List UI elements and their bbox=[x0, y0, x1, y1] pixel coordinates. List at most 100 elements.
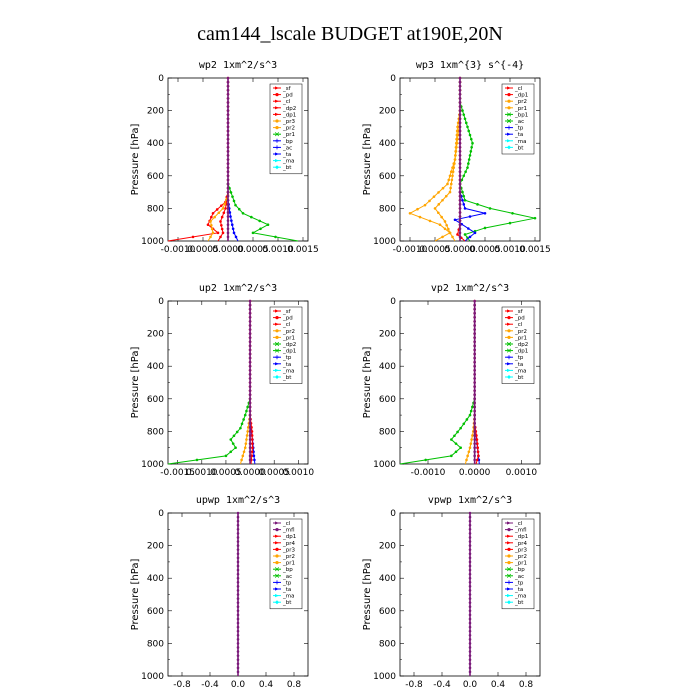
data-point bbox=[236, 593, 240, 596]
legend-entry: _pr1 bbox=[282, 132, 295, 138]
data-point bbox=[473, 328, 476, 331]
data-point bbox=[236, 564, 240, 568]
data-point bbox=[433, 207, 437, 210]
data-point bbox=[226, 105, 230, 108]
data-point bbox=[473, 303, 476, 307]
data-point bbox=[468, 536, 472, 539]
legend-marker bbox=[275, 362, 279, 366]
data-point bbox=[471, 434, 474, 437]
data-point bbox=[236, 572, 240, 576]
legend-box bbox=[269, 83, 303, 175]
legend-entry: _cl bbox=[514, 521, 523, 527]
data-point bbox=[248, 352, 252, 356]
x-tick-label: 0.0010 bbox=[283, 468, 315, 478]
legend-entry: _pd bbox=[514, 316, 525, 322]
data-point bbox=[476, 450, 480, 454]
legend-entry: _ac bbox=[514, 119, 524, 125]
data-point bbox=[467, 129, 471, 133]
legend-marker bbox=[274, 567, 280, 572]
data-point bbox=[473, 389, 476, 392]
data-point bbox=[432, 195, 436, 198]
data-point bbox=[226, 215, 230, 218]
data-point bbox=[458, 231, 462, 235]
legend-entry: _dp1 bbox=[282, 349, 296, 355]
data-point bbox=[248, 311, 252, 315]
data-point bbox=[248, 397, 252, 401]
legend-marker bbox=[507, 561, 511, 565]
data-point bbox=[240, 422, 244, 426]
data-point bbox=[236, 654, 240, 657]
legend-entry: _dp2 bbox=[282, 106, 296, 112]
data-point bbox=[459, 426, 462, 430]
data-point bbox=[226, 227, 230, 231]
data-point bbox=[454, 154, 457, 157]
x-tick-label: 0.0000 bbox=[444, 245, 476, 255]
x-tick-label: -0.4 bbox=[201, 680, 219, 690]
legend-entry: _cl bbox=[514, 86, 523, 92]
data-point bbox=[248, 377, 252, 380]
data-point bbox=[458, 198, 462, 202]
data-point bbox=[191, 235, 195, 239]
data-point bbox=[236, 536, 240, 539]
y-tick-label: 600 bbox=[379, 607, 396, 617]
data-point bbox=[226, 113, 230, 116]
data-point bbox=[458, 109, 462, 112]
data-point bbox=[219, 235, 222, 239]
legend-entry: _bp bbox=[282, 139, 293, 145]
data-point bbox=[248, 307, 252, 311]
legend-marker bbox=[507, 368, 511, 372]
data-point bbox=[453, 434, 456, 438]
data-point bbox=[236, 540, 240, 543]
data-point bbox=[248, 446, 252, 450]
data-point bbox=[209, 235, 212, 239]
data-point bbox=[473, 401, 476, 405]
data-point bbox=[450, 438, 453, 441]
data-point bbox=[475, 458, 479, 462]
legend-entry: _bp bbox=[282, 567, 293, 573]
data-point bbox=[446, 182, 449, 186]
data-point bbox=[416, 207, 419, 211]
legend-marker bbox=[506, 348, 512, 353]
data-point bbox=[213, 215, 216, 219]
data-point bbox=[232, 231, 236, 235]
chart-panel-6: vpwp 1xm^2/s^3 0 200 400 600 800 1000 -0.8 -0.4 0… bbox=[362, 495, 541, 690]
data-point bbox=[234, 446, 237, 450]
legend-entry: _dp1 bbox=[282, 112, 296, 118]
data-point bbox=[456, 133, 460, 137]
data-point bbox=[467, 158, 471, 161]
data-point bbox=[449, 186, 452, 190]
data-point bbox=[226, 109, 230, 112]
data-point bbox=[467, 162, 470, 165]
data-point bbox=[248, 336, 252, 339]
panels-container: wp2 1xm^2/s^302004006008001000-0.00100.0… bbox=[130, 60, 551, 690]
legend-entry: _cl bbox=[514, 322, 523, 328]
x-tick-label: 0.0005 bbox=[237, 245, 269, 255]
legend-entry: _ma bbox=[282, 159, 294, 165]
data-point bbox=[448, 174, 452, 178]
data-point bbox=[458, 215, 462, 218]
data-point bbox=[468, 556, 472, 560]
data-point bbox=[467, 227, 470, 230]
data-point bbox=[473, 417, 476, 421]
data-point bbox=[206, 223, 210, 226]
data-point bbox=[236, 605, 240, 609]
data-point bbox=[464, 121, 468, 125]
y-tick-label: 400 bbox=[379, 574, 396, 584]
profile-curves bbox=[236, 511, 240, 676]
data-point bbox=[266, 223, 270, 226]
legend-entry: _pr2 bbox=[282, 329, 295, 335]
legend-marker bbox=[507, 362, 511, 366]
chart-panel-5: upwp 1xm^2/s^3 0 200 400 600 800 1000 -0.8 -0.4 0… bbox=[130, 495, 309, 690]
legend-marker bbox=[275, 316, 279, 320]
y-tick-label: 0 bbox=[158, 297, 164, 307]
legend-marker bbox=[275, 580, 279, 585]
legend-marker bbox=[275, 547, 279, 552]
x-tick-label: -0.0015 bbox=[160, 468, 195, 478]
series-line bbox=[167, 78, 229, 242]
data-point bbox=[468, 544, 472, 547]
legend-entry: _ac bbox=[514, 574, 524, 580]
data-point bbox=[465, 418, 469, 421]
data-point bbox=[448, 231, 452, 235]
data-point bbox=[231, 227, 235, 231]
data-point bbox=[456, 137, 459, 141]
